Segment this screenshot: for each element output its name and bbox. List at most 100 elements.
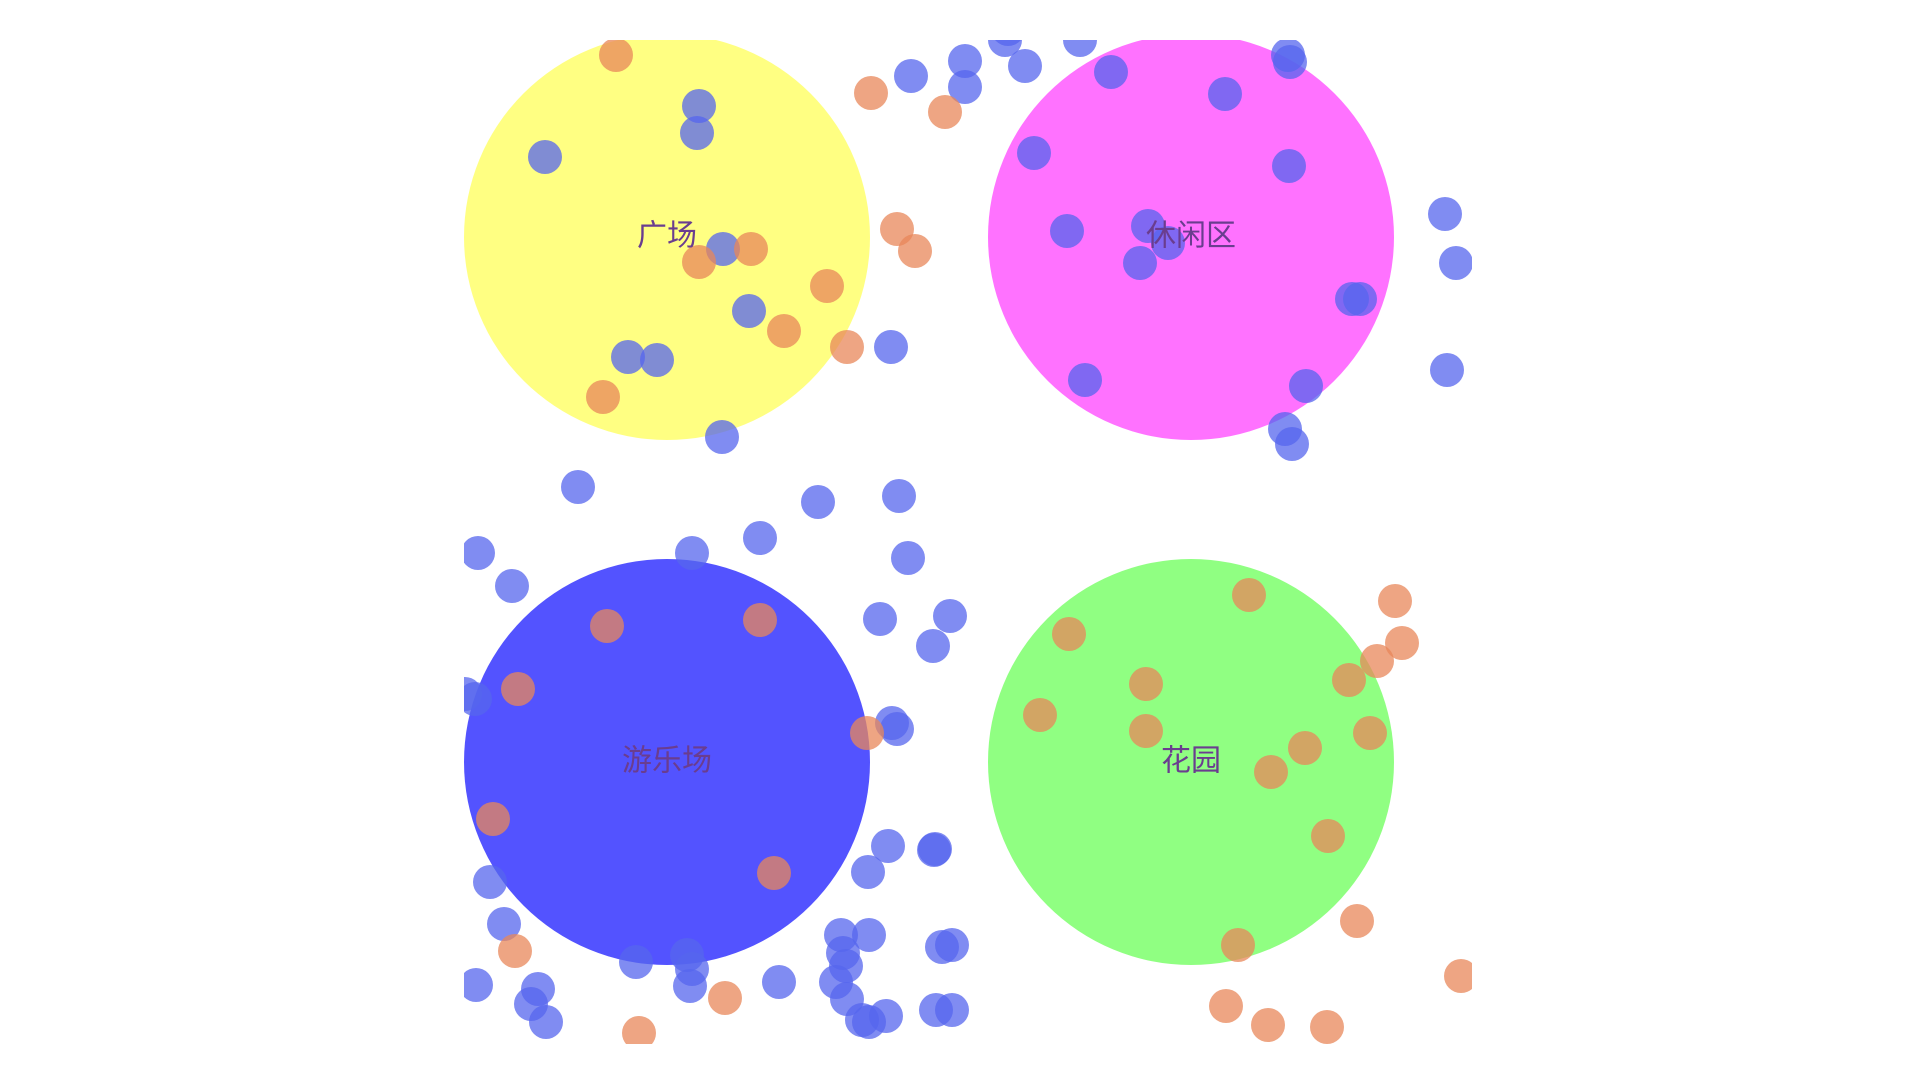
- agent-dot-orange: [1232, 578, 1266, 612]
- agent-dot-blue: [619, 945, 653, 979]
- agent-layer: [464, 40, 1472, 1044]
- agent-dot-blue: [933, 599, 967, 633]
- agent-dot-blue: [1123, 246, 1157, 280]
- agent-dot-blue: [917, 833, 951, 867]
- agent-dot-blue: [869, 999, 903, 1033]
- agent-dot-blue: [705, 420, 739, 454]
- agent-dot-blue: [1008, 49, 1042, 83]
- zone-garden-circle: [988, 559, 1394, 965]
- agent-dot-orange: [1360, 644, 1394, 678]
- agent-dot-orange: [1385, 626, 1419, 660]
- agent-dot-orange: [1353, 716, 1387, 750]
- agent-dot-blue: [1063, 40, 1097, 57]
- zone-garden-label: 花园: [1161, 744, 1221, 779]
- agent-dot-orange: [1209, 989, 1243, 1023]
- agent-dot-blue: [988, 40, 1022, 57]
- agent-dot-blue: [732, 294, 766, 328]
- agent-dot-blue: [1208, 77, 1242, 111]
- agent-dot-blue: [640, 343, 674, 377]
- agent-dot-blue: [673, 969, 707, 1003]
- agent-dot-blue: [874, 330, 908, 364]
- agent-dot-blue: [473, 865, 507, 899]
- agent-dot-blue: [762, 965, 796, 999]
- zone-playground-label: 游乐场: [622, 744, 712, 779]
- zone-leisure-circle: [988, 40, 1394, 440]
- agent-dot-blue: [464, 536, 495, 570]
- agent-dot-blue: [916, 629, 950, 663]
- agent-dot-orange: [854, 76, 888, 110]
- agent-dot-blue: [851, 855, 885, 889]
- agent-dot-orange: [1251, 1008, 1285, 1042]
- agent-dot-blue: [1151, 226, 1185, 260]
- agent-dot-orange: [1332, 663, 1366, 697]
- zone-plaza-label: 广场: [637, 219, 697, 254]
- agent-dot-blue: [675, 536, 709, 570]
- agent-dot-blue: [1068, 363, 1102, 397]
- agent-dot-orange: [1023, 698, 1057, 732]
- agent-dot-orange: [501, 672, 535, 706]
- agent-dot-blue: [882, 479, 916, 513]
- agent-dot-orange: [810, 269, 844, 303]
- agent-dot-blue: [1275, 427, 1309, 461]
- agent-dot-blue: [871, 829, 905, 863]
- agent-dot-orange: [1444, 959, 1472, 993]
- agent-dot-blue: [1273, 45, 1307, 79]
- agent-dot-orange: [928, 95, 962, 129]
- agent-dot-blue: [1430, 353, 1464, 387]
- agent-dot-orange: [1310, 1010, 1344, 1044]
- agent-dot-orange: [586, 380, 620, 414]
- agent-dot-blue: [1439, 246, 1472, 280]
- agent-dot-orange: [599, 40, 633, 72]
- agent-dot-orange: [622, 1016, 656, 1044]
- agent-dot-orange: [590, 609, 624, 643]
- zone-layer: [464, 40, 1394, 965]
- agent-dot-orange: [1378, 584, 1412, 618]
- agent-dot-blue: [743, 521, 777, 555]
- agent-dot-blue: [680, 116, 714, 150]
- agent-dot-blue: [891, 541, 925, 575]
- agent-dot-blue: [611, 340, 645, 374]
- agent-dot-blue: [1335, 282, 1369, 316]
- agent-dot-orange: [476, 802, 510, 836]
- agent-dot-orange: [1129, 714, 1163, 748]
- agent-dot-blue: [1289, 369, 1323, 403]
- agent-dot-blue: [682, 89, 716, 123]
- agent-dot-orange: [757, 856, 791, 890]
- agent-dot-blue: [935, 928, 969, 962]
- agent-dot-blue: [1094, 55, 1128, 89]
- zone-plaza-circle: [464, 40, 870, 440]
- agent-dot-blue: [880, 712, 914, 746]
- agent-dot-orange: [1254, 755, 1288, 789]
- agent-dot-orange: [1311, 819, 1345, 853]
- agent-dot-orange: [898, 234, 932, 268]
- zone-leisure-label: 休闲区: [1146, 219, 1236, 254]
- agent-dot-blue: [894, 59, 928, 93]
- zone-label-layer: 广场 休闲区 游乐场 花园: [622, 219, 1236, 779]
- agent-dot-orange: [1221, 928, 1255, 962]
- agent-dot-blue: [529, 1005, 563, 1039]
- agent-dot-orange: [1288, 731, 1322, 765]
- agent-dot-blue: [852, 918, 886, 952]
- agent-dot-orange: [830, 330, 864, 364]
- agent-dot-orange: [682, 245, 716, 279]
- agent-dot-blue: [464, 968, 493, 1002]
- agent-dot-blue: [487, 907, 521, 941]
- agent-dot-orange: [1340, 904, 1374, 938]
- agent-dot-orange: [498, 934, 532, 968]
- agent-dot-blue: [1272, 149, 1306, 183]
- agent-dot-orange: [1052, 617, 1086, 651]
- agent-dot-blue: [464, 682, 492, 716]
- agent-dot-blue: [801, 485, 835, 519]
- agent-dot-orange: [767, 314, 801, 348]
- simulation-viewport: 广场 休闲区 游乐场 花园: [464, 40, 1472, 1044]
- agent-dot-blue: [495, 569, 529, 603]
- agent-dot-blue: [935, 993, 969, 1027]
- agent-dot-blue: [948, 70, 982, 104]
- agent-dot-orange: [850, 716, 884, 750]
- agent-dot-orange: [1129, 667, 1163, 701]
- agent-dot-blue: [863, 602, 897, 636]
- agent-dot-blue: [1017, 136, 1051, 170]
- agent-dot-blue: [1428, 197, 1462, 231]
- agent-dot-blue: [561, 470, 595, 504]
